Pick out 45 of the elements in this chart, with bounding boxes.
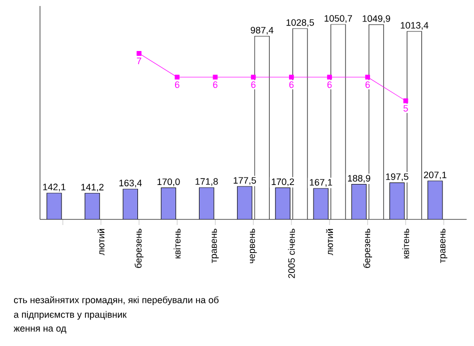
bar — [352, 184, 366, 220]
data-label: 1028,5 — [286, 19, 314, 27]
bar — [314, 188, 328, 220]
x-tick-label: червень — [250, 228, 257, 264]
data-label: 1049,9 — [362, 15, 390, 23]
data-label: 188,9 — [348, 174, 370, 183]
data-label: 1050,7 — [324, 15, 352, 23]
data-label: 6 — [289, 81, 294, 88]
x-tick-label: березень — [363, 228, 372, 268]
data-label: 987,4 — [250, 26, 274, 35]
data-label: 197,5 — [386, 173, 408, 182]
data-label: 170,0 — [158, 178, 180, 186]
bar — [123, 189, 138, 220]
data-label: 6 — [251, 81, 256, 88]
data-label: 6 — [327, 81, 332, 88]
x-tick-label: березень — [134, 228, 144, 268]
data-label: 7 — [136, 58, 142, 64]
data-label: 142,1 — [43, 184, 66, 192]
data-label: 6 — [213, 81, 218, 88]
x-tick-label: 2005 січень — [288, 228, 295, 278]
x-tick-label: лютий — [326, 229, 334, 256]
data-label: 6 — [366, 81, 370, 88]
data-label: 167,1 — [310, 179, 332, 187]
data-label: 5 — [404, 105, 408, 112]
data-label: 141,2 — [81, 184, 104, 192]
data-label: 163,4 — [119, 180, 142, 188]
text: сть незайнятих громадян, які перебували на об — [14, 296, 219, 306]
data-label: 207,1 — [424, 172, 446, 180]
bar — [199, 187, 214, 220]
text: а підприємств у працівник — [14, 310, 127, 320]
data-label: 170,2 — [272, 178, 294, 186]
bar — [84, 193, 100, 220]
x-tick-label: травень — [440, 228, 448, 263]
data-label: 171,8 — [196, 178, 218, 186]
data-label: 1013,4 — [400, 22, 428, 30]
data-label: 177,5 — [234, 177, 256, 185]
x-tick-label: лютий — [97, 229, 104, 256]
bar — [428, 180, 443, 220]
bar — [275, 188, 290, 220]
x-tick-label: травень — [212, 228, 219, 263]
text: ження на од — [14, 326, 66, 334]
x-tick-label: квітень — [402, 228, 410, 258]
x-tick-label: квітень — [174, 228, 181, 258]
bar — [46, 192, 62, 220]
data-label: 6 — [175, 81, 180, 88]
